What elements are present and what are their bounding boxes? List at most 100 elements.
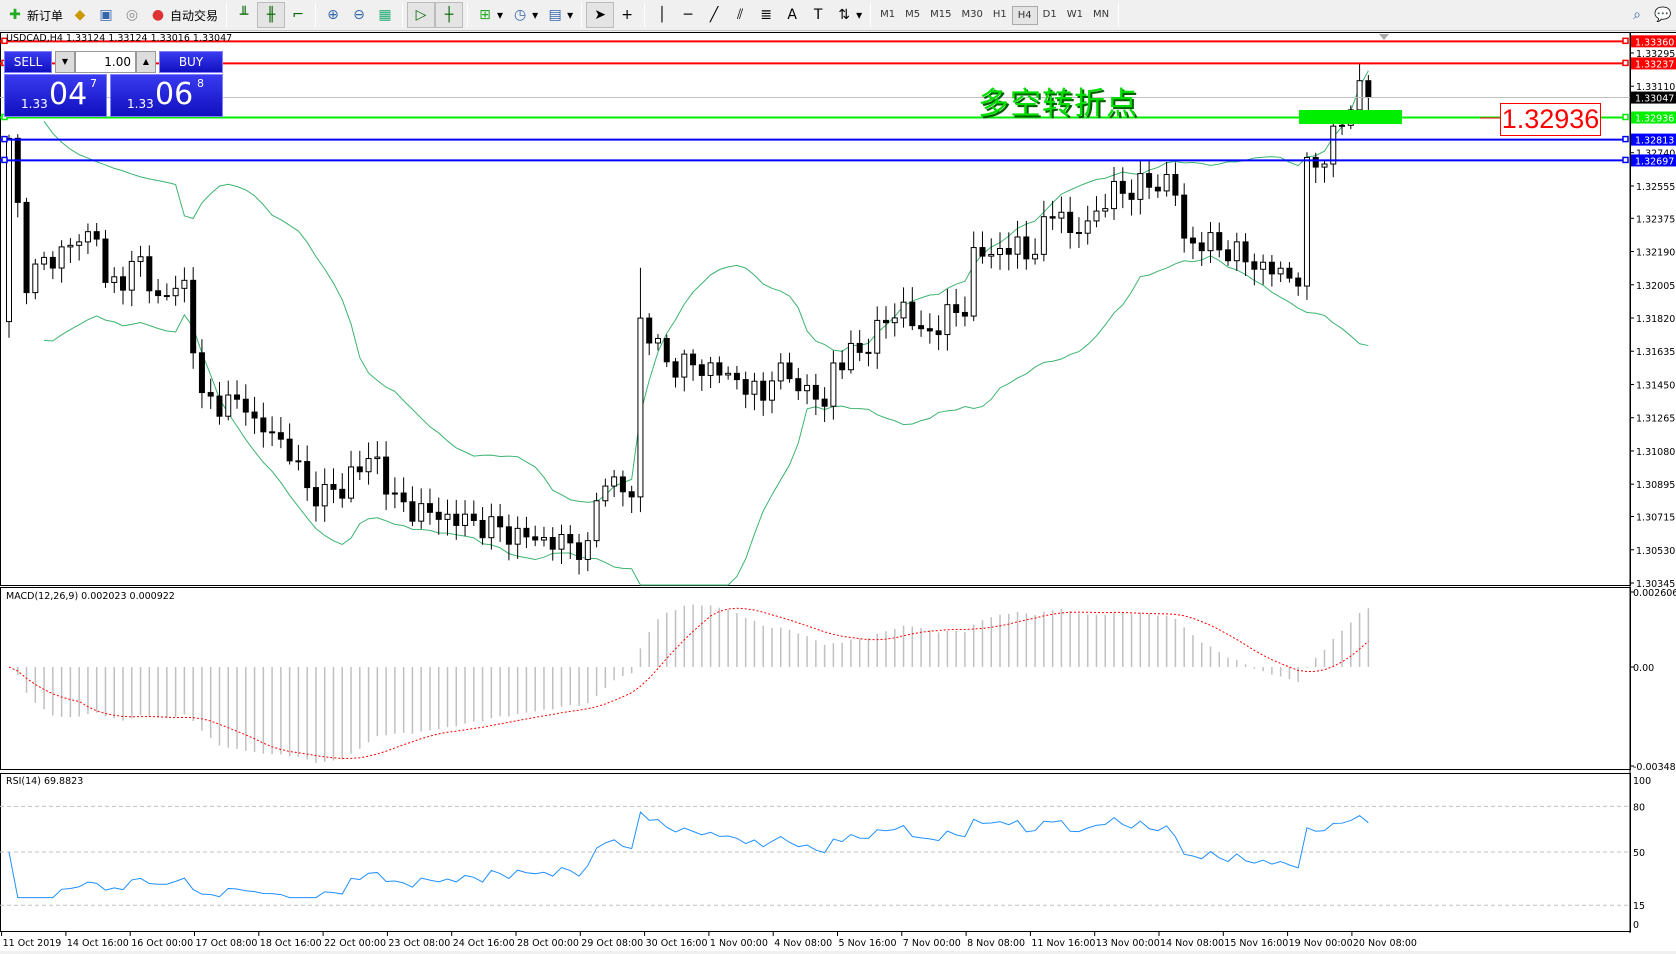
timeframe-m5[interactable]: M5	[905, 8, 921, 20]
candle	[1163, 161, 1170, 197]
annotation-price-label[interactable]: 1.32936	[1500, 103, 1601, 136]
candle	[1286, 262, 1293, 283]
line-chart-icon: ⌐	[292, 7, 304, 23]
timeframe-m30[interactable]: M30	[961, 8, 983, 20]
text-button[interactable]: A	[779, 2, 805, 28]
candle-body-bear	[532, 536, 539, 541]
time-axis-label: 4 Nov 08:00	[774, 938, 832, 949]
text-label-button[interactable]: T	[805, 2, 831, 28]
candle	[961, 296, 968, 327]
horizontal-line[interactable]: 1.32697	[0, 154, 1676, 167]
equidistant-channel-button[interactable]: ⫽	[727, 2, 753, 28]
candle	[1014, 220, 1021, 269]
bid-price[interactable]: 1.33 04 7	[4, 74, 107, 117]
horizontal-line[interactable]: 1.32813	[0, 133, 1676, 147]
timeframe-h1[interactable]: H1	[992, 8, 1007, 20]
timeframe-m1[interactable]: M1	[880, 8, 896, 20]
candle-body-bear	[435, 511, 442, 520]
zoom-in-icon: ⊕	[327, 7, 339, 23]
candle-body-bull	[891, 317, 898, 324]
candle-body-bear	[549, 537, 556, 550]
candle	[1321, 159, 1328, 183]
candle-body-bear	[277, 432, 284, 440]
time-axis-label: 23 Oct 08:00	[388, 938, 450, 949]
candle	[1067, 196, 1074, 249]
timeframe-mn[interactable]: MN	[1092, 8, 1110, 20]
signals-button[interactable]: ◎	[119, 2, 145, 28]
cursor-button[interactable]: ➤	[586, 2, 615, 28]
periods-icon: ◷	[513, 7, 527, 23]
new-order-button[interactable]: ✚ 新订单	[2, 2, 67, 28]
candle-body-bear	[426, 503, 433, 513]
timeframe-w1[interactable]: W1	[1066, 8, 1083, 20]
candle-body-bear	[1146, 173, 1153, 188]
candle-body-bear	[733, 372, 740, 381]
horizontal-line[interactable]: 1.33360	[0, 35, 1676, 48]
timeframe-d1[interactable]: D1	[1042, 8, 1057, 20]
templates-button[interactable]: ▤ ▾	[542, 2, 577, 28]
candle-body-bear	[93, 231, 100, 240]
periods-button[interactable]: ◷ ▾	[507, 2, 542, 28]
market-watch-button[interactable]: ◆	[67, 2, 93, 28]
candlestick-button[interactable]: ╫	[257, 2, 286, 28]
ask-price[interactable]: 1.33 06 8	[110, 74, 223, 117]
tile-windows-button[interactable]: ▦	[372, 2, 398, 28]
fibonacci-button[interactable]: ≣	[753, 2, 779, 28]
candle	[426, 488, 433, 525]
crosshair-button[interactable]: +	[614, 2, 640, 28]
rsi-axis-label: 80	[1633, 802, 1645, 813]
candle-body-bear	[646, 317, 653, 344]
candle-body-bull	[488, 516, 495, 539]
candle-body-bull	[681, 353, 688, 378]
candle-body-bear	[1119, 180, 1126, 194]
candle	[120, 266, 127, 305]
candle-body-bear	[400, 492, 407, 503]
candle-body-bear	[909, 301, 916, 327]
buy-button[interactable]: BUY	[159, 51, 223, 73]
chart-window[interactable]	[0, 32, 1676, 954]
autoscroll-button[interactable]: ▷	[407, 2, 436, 28]
timeframe-m15[interactable]: M15	[930, 8, 952, 20]
annotation-text[interactable]: 多空转折点	[978, 86, 1138, 122]
zoom-in-button[interactable]: ⊕	[320, 2, 346, 28]
candle-body-bull	[900, 301, 907, 319]
lot-decrease-button[interactable]: ▼	[55, 51, 75, 73]
separator	[226, 3, 228, 27]
candle	[1198, 231, 1205, 267]
separator	[402, 3, 404, 27]
candle-body-bear	[961, 311, 968, 317]
trendline-button[interactable]: ╱	[701, 2, 727, 28]
candle	[549, 527, 556, 561]
search-button[interactable]: ⌕	[1624, 2, 1650, 28]
candle	[970, 231, 977, 322]
candle	[470, 500, 477, 527]
auto-trading-button[interactable]: ● 自动交易	[145, 2, 222, 28]
candle	[286, 423, 293, 465]
chart-shift-button[interactable]: ┼	[435, 2, 464, 28]
lot-size-input[interactable]: 1.00	[75, 51, 136, 73]
candle-body-bull	[84, 231, 91, 243]
navigator-button[interactable]: ▣	[93, 2, 119, 28]
lot-increase-button[interactable]: ▲	[136, 51, 156, 73]
timeframe-h4[interactable]: H4	[1011, 5, 1038, 25]
candle-body-bear	[330, 484, 337, 490]
arrows-button[interactable]: ⇅ ▾	[831, 2, 866, 28]
candle	[628, 485, 635, 514]
bar-chart-button[interactable]: ╨	[231, 2, 257, 28]
horizontal-line[interactable]: 1.32936	[0, 111, 1676, 124]
indicators-button[interactable]: ⊞ ▾	[472, 2, 507, 28]
vertical-line-button[interactable]: │	[649, 2, 675, 28]
sell-button[interactable]: SELL	[4, 51, 52, 73]
candle	[102, 229, 109, 288]
candle	[6, 134, 12, 338]
signals-icon: ◎	[125, 7, 139, 23]
candle-body-bull	[593, 500, 600, 542]
ask-pipette: 8	[197, 77, 204, 90]
chat-button[interactable]: 💬	[1650, 2, 1676, 28]
bid-prefix: 1.33	[21, 97, 48, 111]
horizontal-line-button[interactable]: ─	[675, 2, 701, 28]
horizontal-line[interactable]: 1.33237	[0, 57, 1676, 70]
zoom-out-button[interactable]: ⊖	[346, 2, 372, 28]
line-chart-button[interactable]: ⌐	[285, 2, 311, 28]
